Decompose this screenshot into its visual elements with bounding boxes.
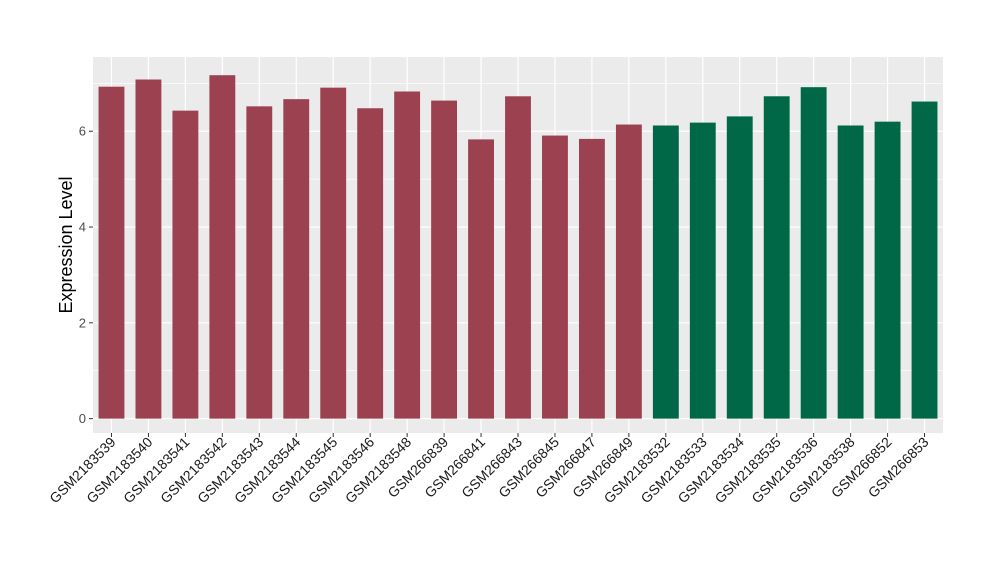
- y-axis-title: Expression Level: [56, 176, 76, 313]
- bar-gsm266843: [505, 96, 531, 419]
- bar-gsm2183548: [394, 91, 421, 419]
- bar-gsm2183543: [246, 106, 273, 419]
- bar-gsm2183545: [320, 87, 347, 419]
- bar-gsm2183544: [283, 99, 310, 419]
- bar-gsm2183532: [652, 125, 679, 419]
- bar-gsm2183538: [837, 125, 864, 419]
- bars: [98, 75, 938, 419]
- bar-gsm2183540: [135, 79, 162, 419]
- bar-gsm2183533: [689, 122, 716, 419]
- y-tick-label: 4: [79, 220, 86, 235]
- bar-gsm266841: [468, 139, 494, 419]
- bar-gsm266849: [615, 124, 642, 419]
- bar-gsm2183542: [209, 75, 236, 419]
- y-tick-label: 0: [79, 411, 86, 426]
- bar-gsm266839: [431, 100, 458, 419]
- bar-gsm266847: [578, 138, 605, 419]
- x-axis: GSM2183539GSM2183540GSM2183541GSM2183542…: [46, 433, 932, 506]
- bar-gsm2183541: [172, 110, 199, 419]
- bar-gsm2183534: [726, 116, 753, 419]
- bar-gsm2183536: [800, 87, 827, 419]
- y-tick-label: 6: [79, 124, 86, 139]
- bar-gsm2183546: [357, 108, 384, 419]
- y-axis: 0 2 4 6: [79, 124, 93, 426]
- bar-gsm2183535: [763, 96, 790, 419]
- y-tick-label: 2: [79, 315, 86, 330]
- bar-gsm266852: [874, 121, 901, 419]
- bar-gsm266845: [542, 135, 568, 419]
- bar-gsm2183539: [98, 86, 125, 419]
- bar-gsm266853: [911, 101, 938, 419]
